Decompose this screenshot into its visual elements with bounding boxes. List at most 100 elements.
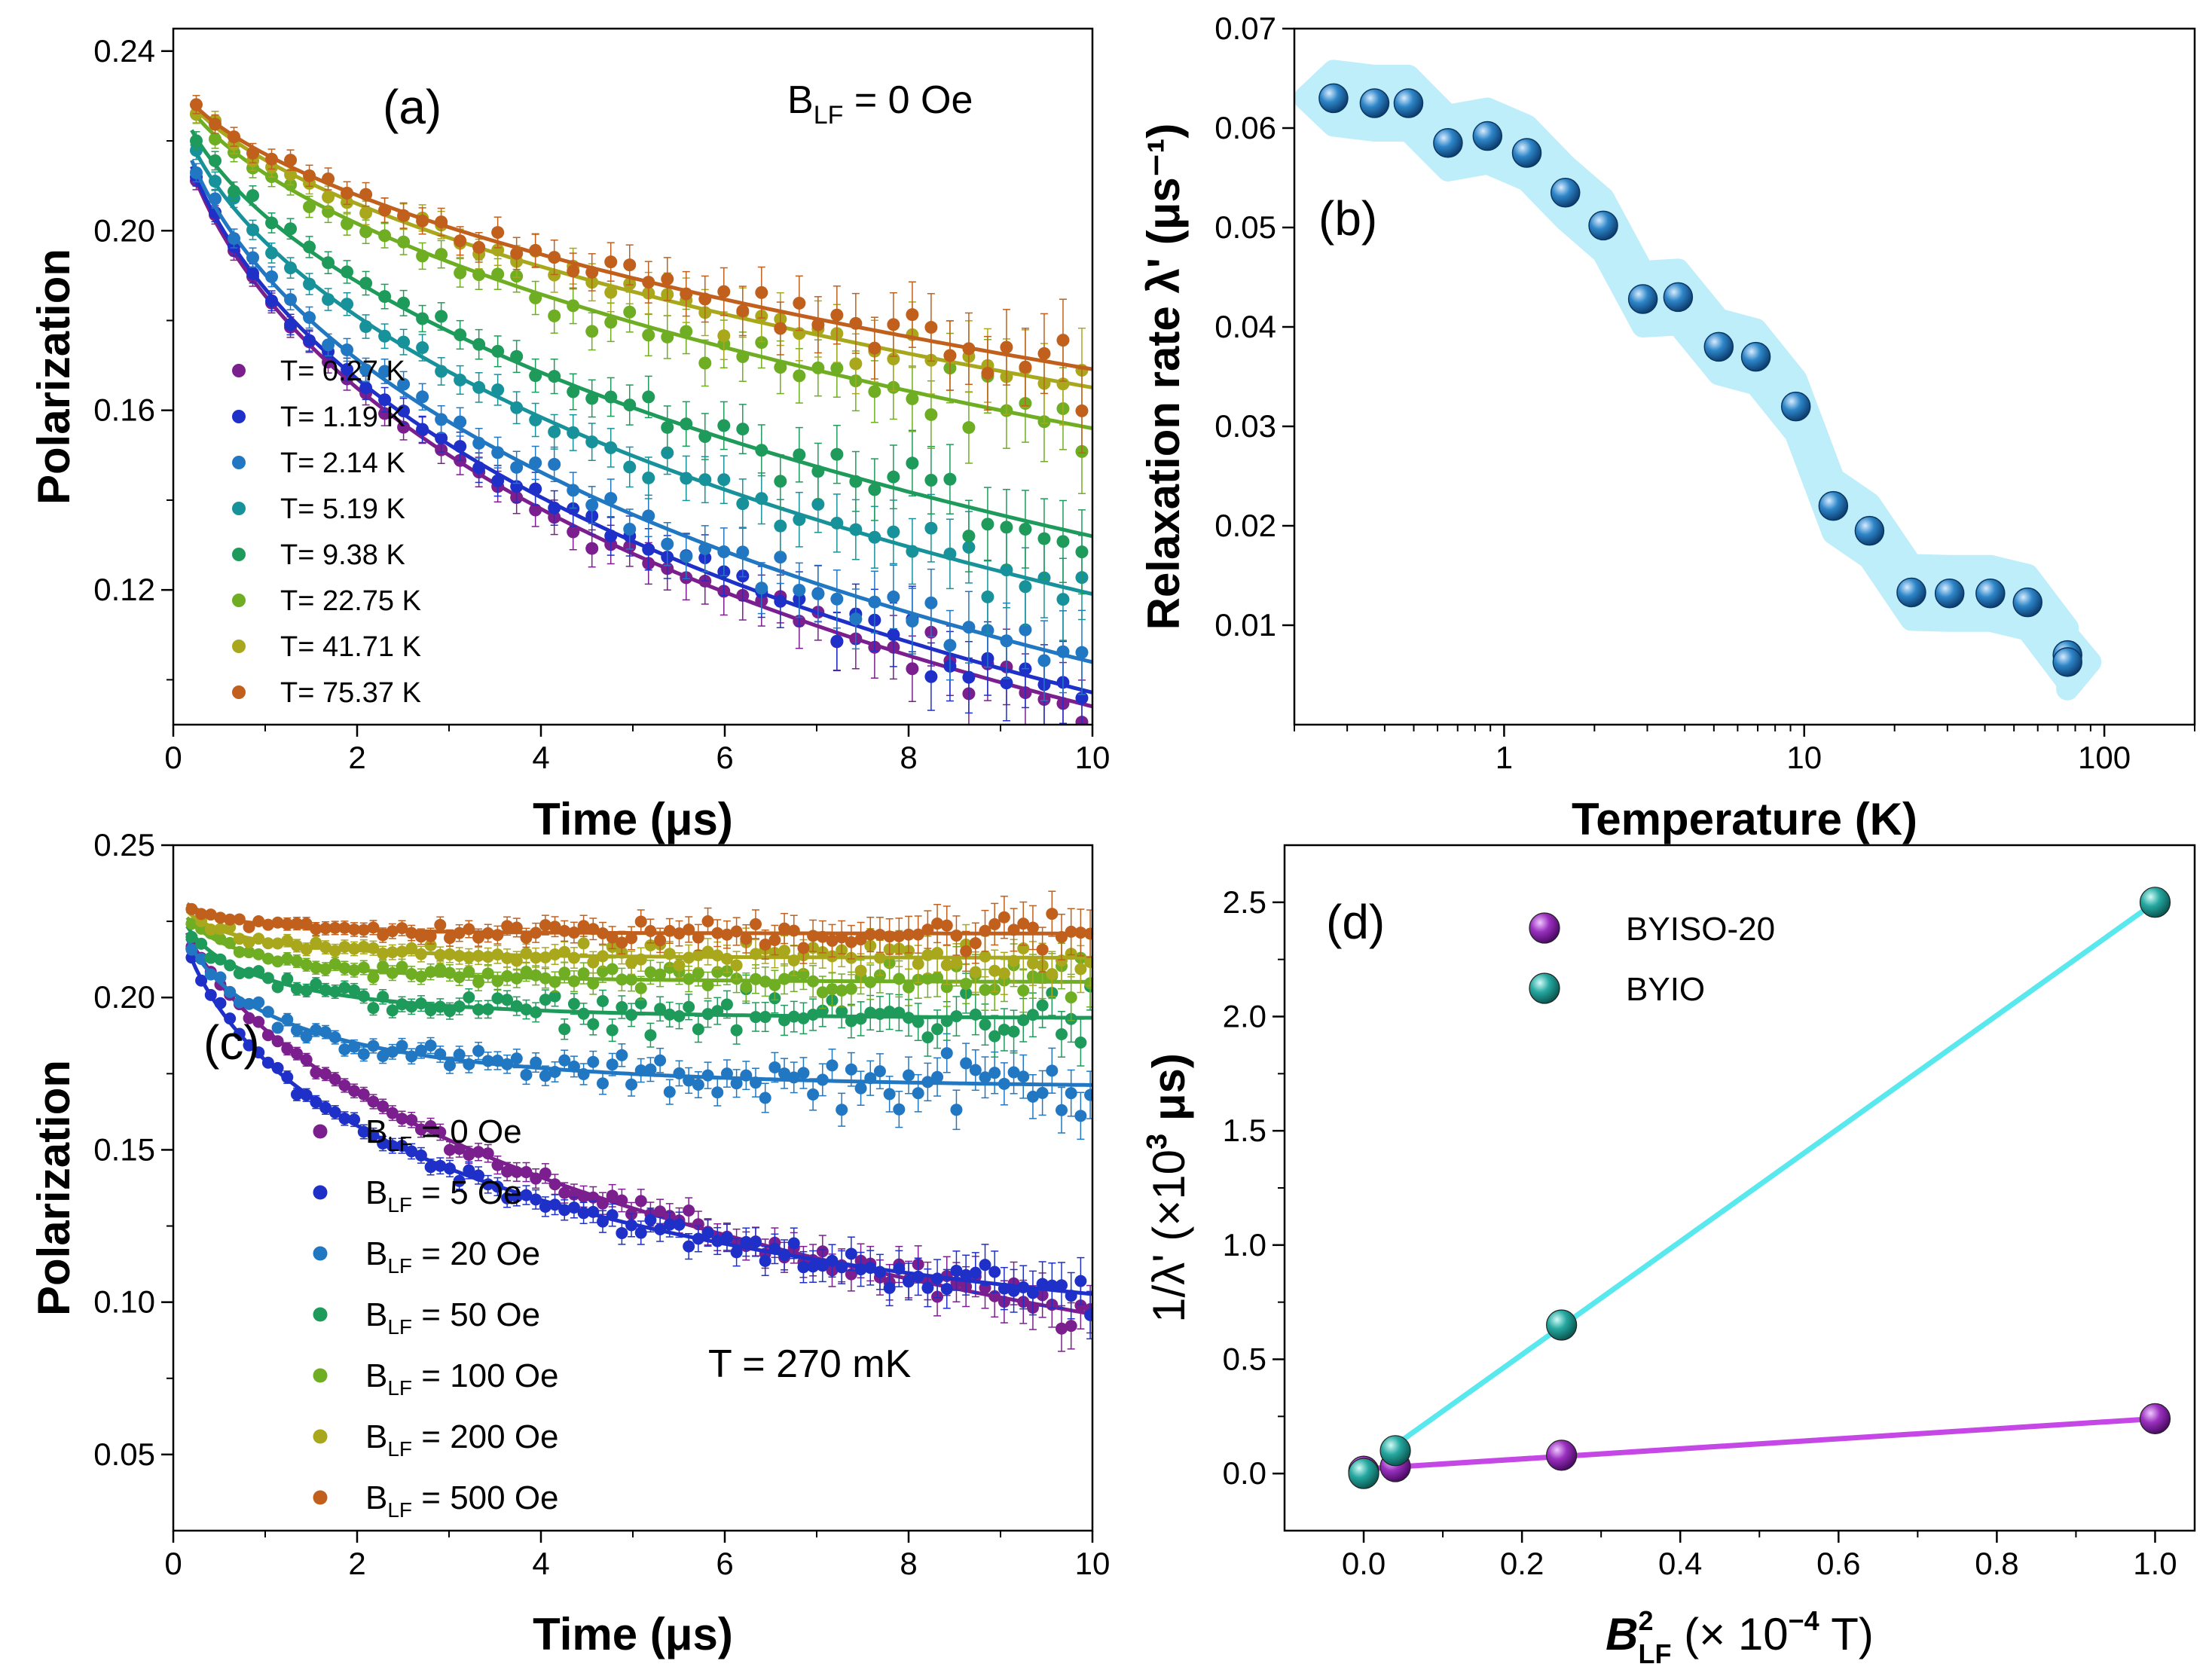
text-span: B [787,78,814,122]
data-point [979,1018,991,1031]
data-point [604,255,618,269]
data-point [692,966,704,979]
data-point [1036,943,1049,956]
legend-label: T= 2.14 K [280,447,405,479]
data-point [950,957,963,969]
data-point [826,983,839,996]
data-point [644,1029,657,1042]
data-point [1046,1064,1059,1077]
data-point [510,954,523,967]
data-point [424,939,437,951]
x-tick-label: 100 [2078,740,2131,775]
text-span: B [1606,1609,1638,1659]
data-point [969,966,982,979]
plot-area [190,95,1092,725]
y-axis-label: Relaxation rate λ' (μs⁻¹) [1138,124,1189,630]
data-point [683,1240,695,1253]
data-point [539,919,551,932]
data-point [454,266,467,279]
data-point [1017,1070,1030,1083]
x-tick-label: 4 [532,1546,549,1581]
data-point [793,297,806,310]
legend-marker [313,1246,328,1261]
data-point [491,992,504,1005]
series [190,95,1092,453]
data-point [1036,999,1049,1012]
data-point [396,960,408,973]
legend-label: T= 75.37 K [280,677,421,709]
data-point [962,530,976,543]
y-tick-label: 0.20 [93,212,155,248]
series [190,159,1092,701]
data-point [510,1052,523,1065]
data-point [443,932,456,945]
legend-marker [232,502,246,515]
x-tick-label: 0.0 [1342,1546,1386,1581]
data-point [720,998,733,1011]
y-tick-label: 0.24 [93,33,155,69]
data-point [960,1057,973,1070]
data-point [845,936,857,948]
data-point [826,934,839,947]
data-point [807,1260,820,1273]
data-point [1084,1088,1092,1101]
x-tick-label: 0.6 [1816,1546,1860,1581]
data-point [2139,1403,2171,1434]
data-point [472,1045,485,1058]
text-span: = 0 Oe [412,1113,522,1150]
data-point [1026,921,1039,934]
data-point [663,1085,676,1098]
data-point [988,917,1001,930]
fit-line [185,937,1092,1087]
y-tick-label: 1.5 [1223,1113,1266,1148]
data-point [1007,1066,1020,1079]
data-point [654,1054,667,1067]
data-point [463,991,475,1004]
data-point [577,920,590,933]
x-tick-label: 6 [716,1546,733,1581]
data-point [1056,593,1070,606]
data-point [1065,1320,1077,1333]
data-point [472,975,485,988]
text-span: = 200 Oe [412,1418,558,1455]
data-point [962,421,976,435]
data-point [501,994,514,1006]
data-point [414,930,427,943]
data-point [816,986,829,999]
x-tick-label: 0.4 [1658,1546,1702,1581]
series [190,129,1092,595]
data-point [740,981,753,994]
data-point [1393,88,1424,118]
data-point [300,1030,313,1043]
data-point [539,994,551,1006]
y-tick-label: 1.0 [1223,1227,1266,1262]
data-point [969,937,982,950]
data-point [1663,282,1694,313]
data-point [290,1088,303,1101]
y-tick-label: 0.10 [93,1284,155,1320]
data-point [736,423,750,436]
legend-marker [232,548,246,561]
data-point [759,938,771,951]
data-point [759,1255,771,1268]
legend-label: T= 9.38 K [280,539,405,571]
plot-frame [1283,844,2196,1532]
data-point [830,362,844,375]
data-point [924,596,938,609]
legend-marker [232,364,246,377]
data-point [357,1048,370,1061]
data-point [793,369,806,383]
data-point [673,1218,686,1231]
data-point [596,965,609,978]
data-point [491,383,505,397]
data-point [1359,88,1390,118]
x-tick-label: 4 [532,740,549,775]
data-point [793,448,806,462]
data-point [903,1069,915,1082]
data-point [1037,532,1051,545]
subscript: LF [387,1254,412,1278]
data-point [807,1088,820,1101]
data-point [740,933,753,945]
data-point [778,1067,791,1080]
data-point [903,981,915,994]
